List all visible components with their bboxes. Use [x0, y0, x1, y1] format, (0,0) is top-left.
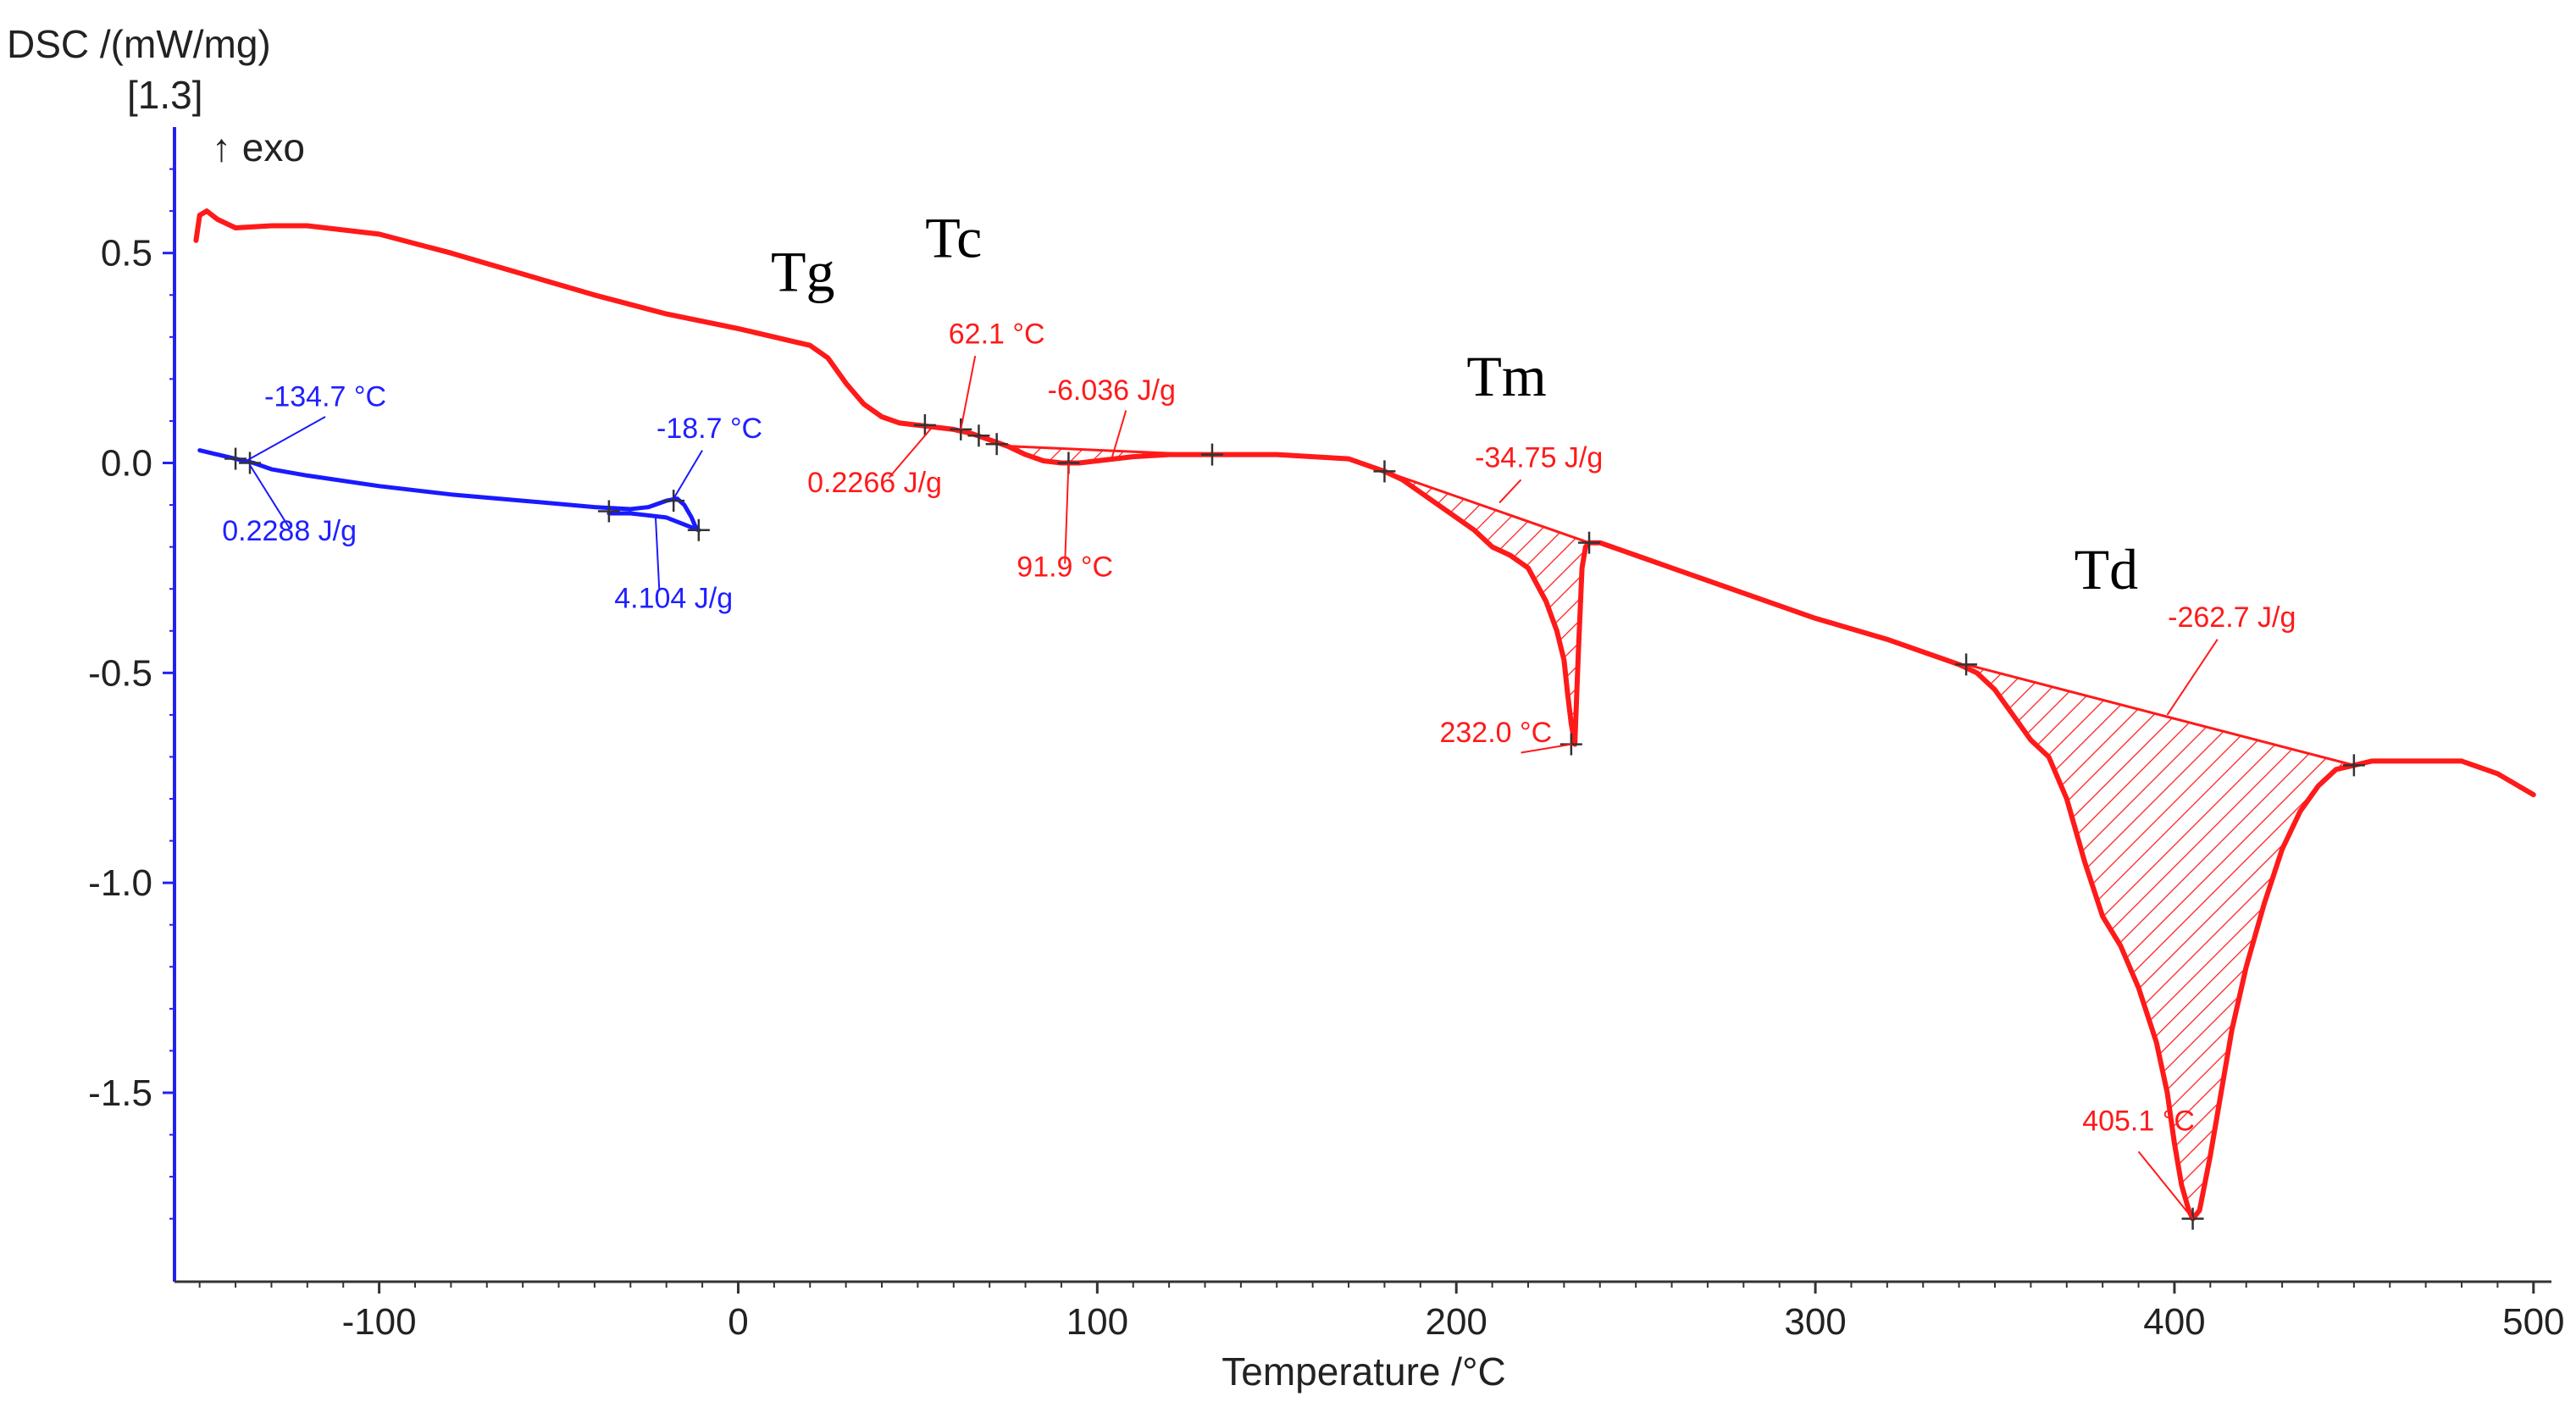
annotation-leader	[673, 450, 703, 500]
x-tick-label: -100	[342, 1301, 417, 1343]
x-tick-label: 400	[2143, 1301, 2205, 1343]
integration-baseline	[1965, 662, 2355, 767]
annotation-label: 62.1 °C	[949, 318, 1045, 350]
phase-label: Tg	[771, 239, 835, 303]
phase-label: Tc	[925, 206, 982, 270]
data-markers	[224, 413, 2365, 1230]
annotation-leader	[2166, 639, 2219, 716]
hatched-area	[1384, 471, 1589, 745]
annotation-leader	[1499, 479, 1522, 504]
x-axis-title: Temperature /°C	[1222, 1349, 1505, 1394]
series-line	[193, 208, 2536, 1222]
x-tick-label: 200	[1425, 1301, 1487, 1343]
annotation-label: 4.104 J/g	[614, 583, 733, 615]
x-tick-label: 0	[728, 1301, 748, 1343]
annotation-leader	[1111, 410, 1127, 459]
annotation-label: -34.75 J/g	[1475, 441, 1603, 474]
x-tick-label: 300	[1784, 1301, 1846, 1343]
exo-direction-label: ↑ exo	[212, 125, 305, 169]
annotation-leader	[888, 426, 933, 479]
annotation-leader	[246, 416, 326, 462]
y-axis-unit-scale: [1.3]	[127, 73, 203, 117]
y-tick-label: -0.5	[88, 652, 152, 694]
hatched-area	[1007, 446, 1198, 463]
y-tick-label: 0.5	[101, 233, 152, 274]
annotation-leader	[1521, 743, 1572, 754]
annotation-label: 91.9 °C	[1017, 551, 1113, 583]
annotation-label: -262.7 J/g	[2168, 601, 2296, 634]
phase-label: Td	[2075, 537, 2139, 601]
hatched-area	[1966, 664, 2354, 1219]
annotation-label: 0.2266 J/g	[807, 467, 942, 499]
axes: 0.5 0.0 -0.5 -1.0 -1.5 -100 0 100 200 300 400 500	[88, 127, 2565, 1343]
annotation-label: 405.1 °C	[2082, 1105, 2195, 1138]
x-tick-label: 100	[1066, 1301, 1128, 1343]
annotation-label: 232.0 °C	[1439, 717, 1552, 749]
annotation-leader	[249, 464, 291, 529]
annotation-leader	[2137, 1150, 2194, 1220]
annotation-label: -134.7 °C	[264, 381, 386, 413]
y-axis-title: DSC /(mW/mg)	[7, 22, 271, 66]
phase-label: Tm	[1466, 344, 1546, 408]
phase-labels: Tg Tc Tm Td	[771, 206, 2138, 602]
series-line	[607, 511, 701, 533]
y-tick-label: -1.0	[88, 862, 152, 904]
y-tick-label: 0.0	[101, 443, 152, 485]
annotation-label: -18.7 °C	[656, 413, 762, 445]
annotation-label: -6.036 J/g	[1048, 374, 1176, 407]
y-tick-label: -1.5	[88, 1072, 152, 1114]
x-tick-label: 500	[2502, 1301, 2564, 1343]
annotation-leader	[960, 355, 977, 430]
annotations: -134.7 °C 0.2288 J/g -18.7 °C 4.104 J/g 62.1…	[222, 318, 2296, 1220]
integration-baseline	[1383, 470, 1590, 545]
annotation-label: 0.2288 J/g	[222, 515, 357, 547]
annotation-leader	[654, 517, 661, 590]
annotation-leader	[1064, 463, 1070, 564]
peak-area-shading	[1007, 445, 2355, 1219]
